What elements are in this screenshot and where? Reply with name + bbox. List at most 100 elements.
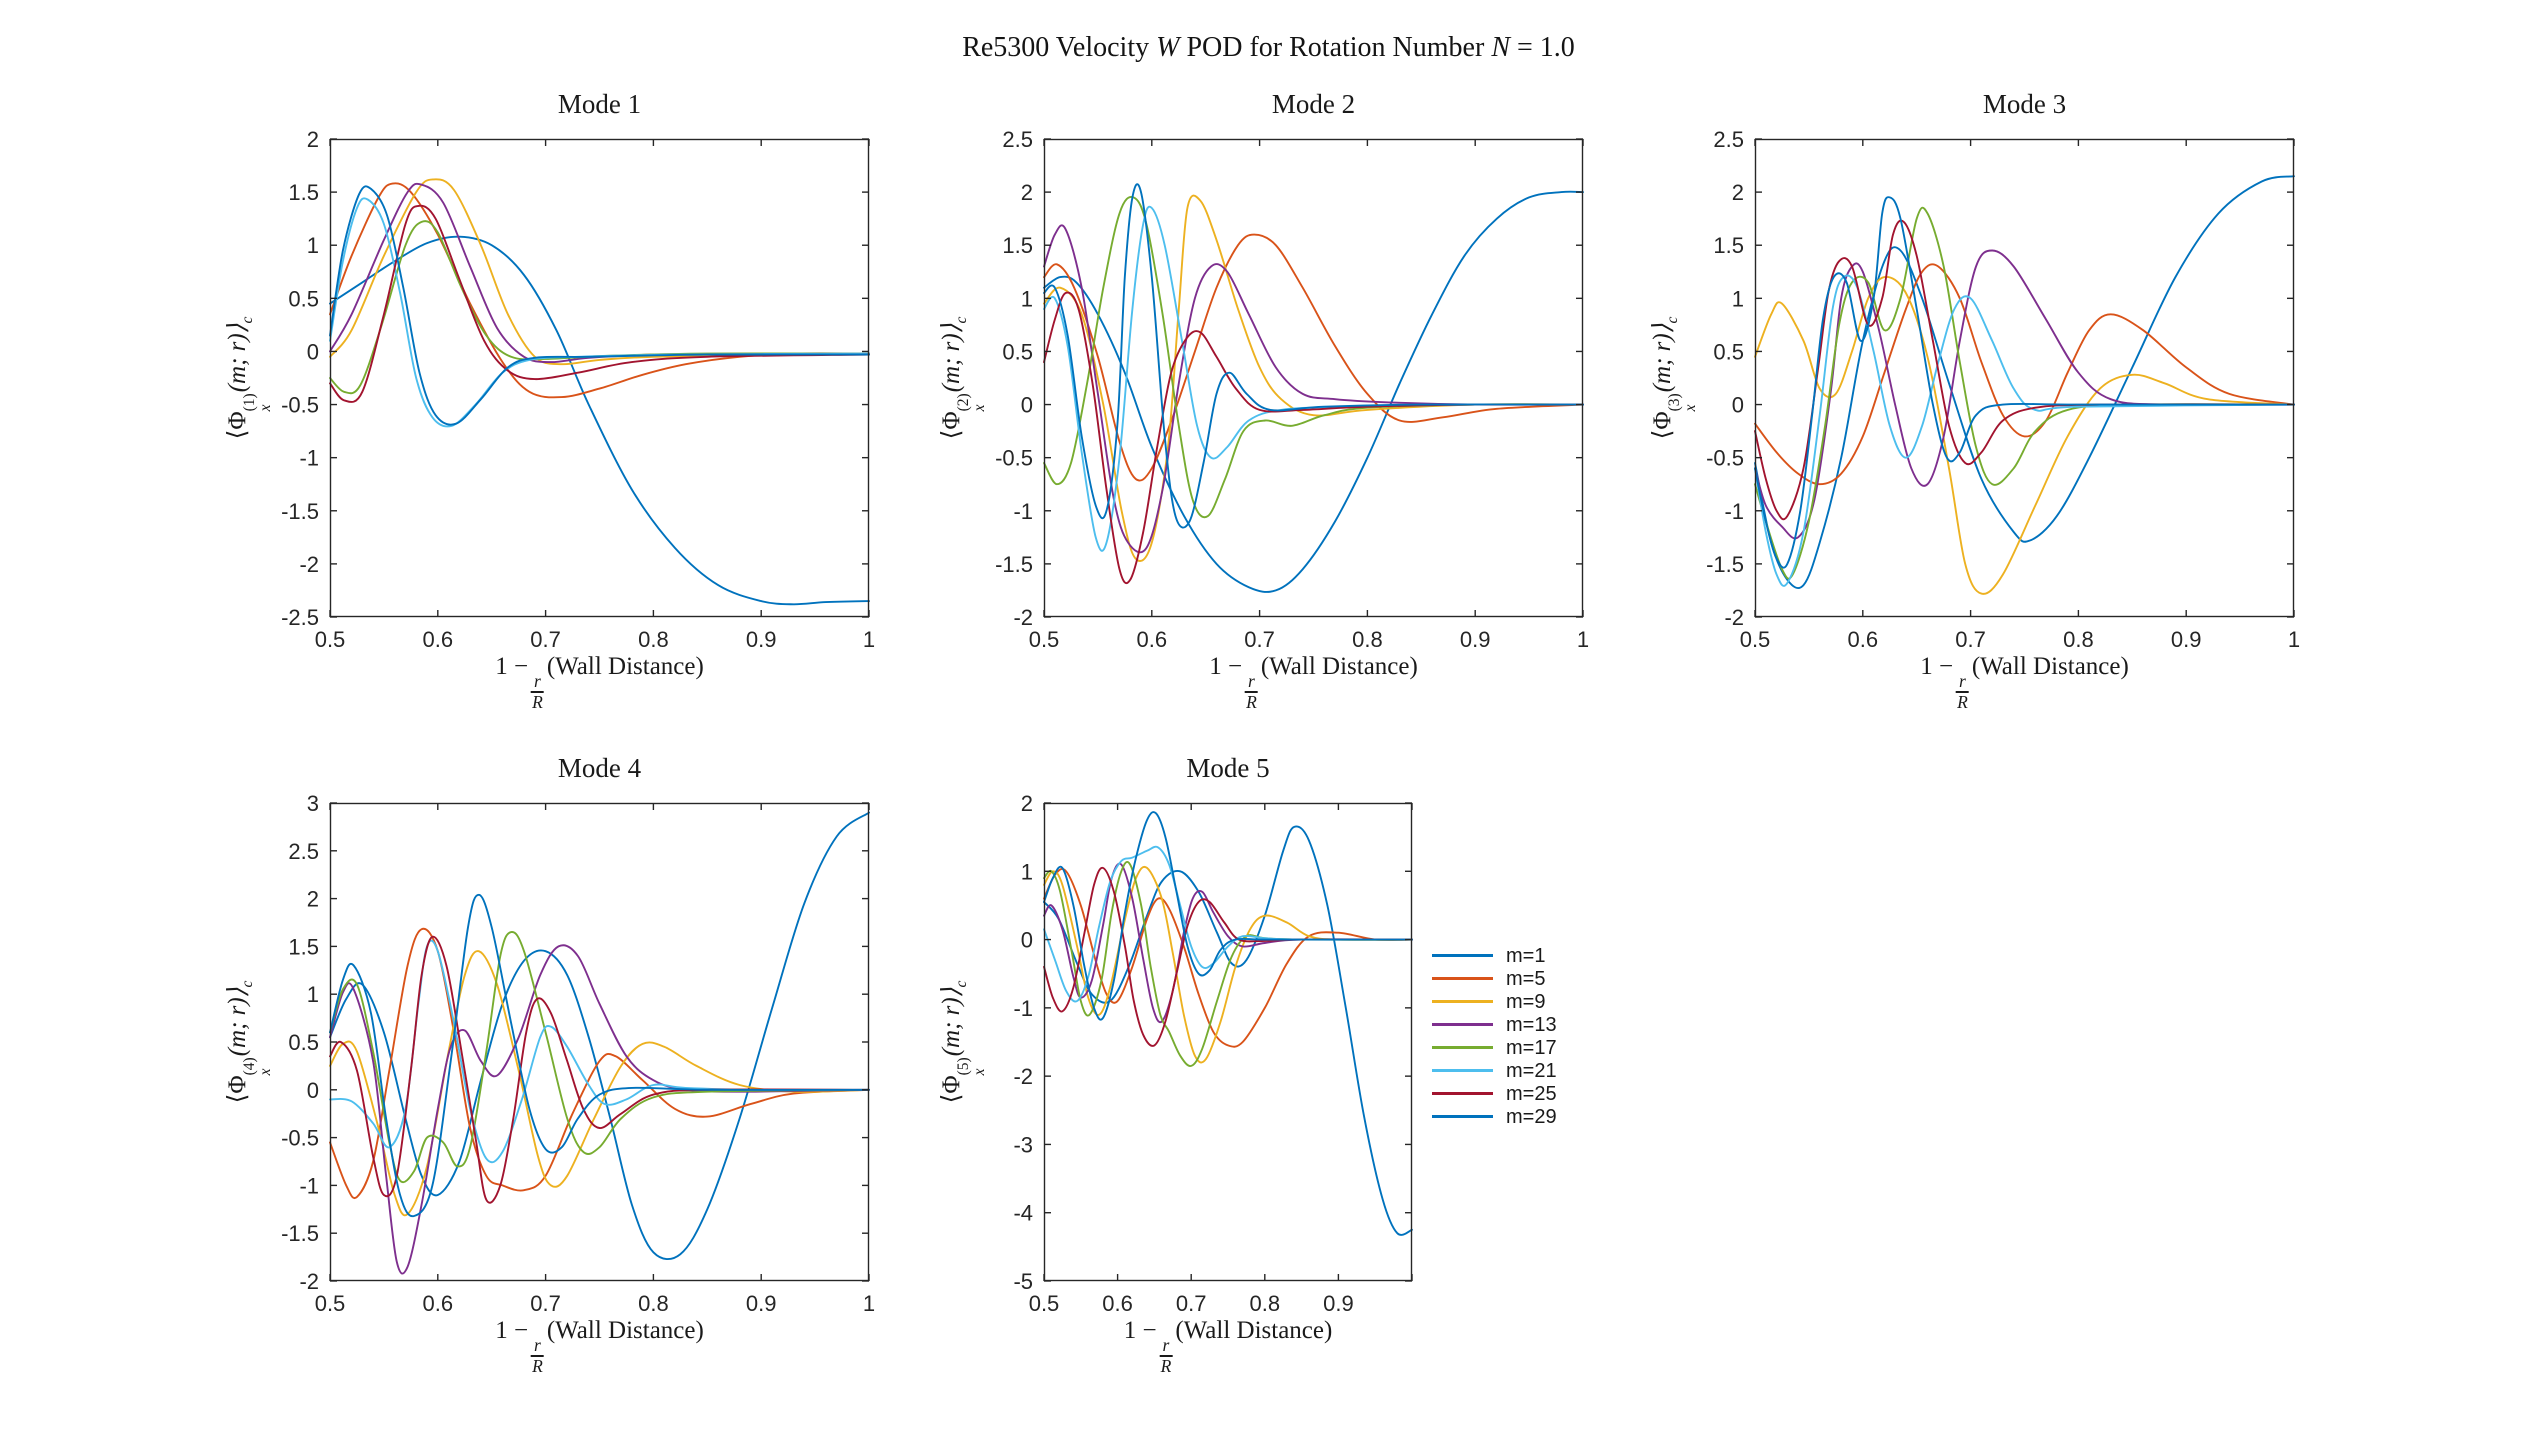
legend-line-swatch xyxy=(1432,1115,1493,1118)
y-tick-label: 0.5 xyxy=(1002,339,1033,364)
x-tick-label: 0.5 xyxy=(315,627,346,652)
x-tick-label: 0.8 xyxy=(638,1291,669,1316)
y-tick-label: -1.5 xyxy=(995,552,1033,577)
y-tick-label: 2 xyxy=(307,127,319,152)
x-tick-label: 0.6 xyxy=(423,1291,454,1316)
x-tick-label: 0.8 xyxy=(1352,627,1383,652)
curve-m=1 xyxy=(329,235,870,606)
curve-m=25 xyxy=(329,935,870,1204)
curve-m=9 xyxy=(1754,276,2295,595)
curve-m=25 xyxy=(1043,291,1584,585)
curve-m=13 xyxy=(1754,249,2295,540)
x-tick-label: 0.9 xyxy=(1323,1291,1354,1316)
curve-m=29 xyxy=(1754,196,2295,569)
x-tick-label: 0.9 xyxy=(2171,627,2202,652)
y-tick-label: 1.5 xyxy=(288,180,319,205)
legend-line-swatch xyxy=(1432,977,1493,980)
legend-label: m=25 xyxy=(1506,1082,1557,1105)
y-tick-label: -0.5 xyxy=(1706,446,1744,471)
subplot-mode-2: Mode 2 ⟨Φ (2) x (m; r)⟩c 0.5 0.6 0.7 0.8 0.9 1 2.… xyxy=(938,89,1589,711)
y-tick-label: -1 xyxy=(1013,996,1033,1021)
legend-label: m=5 xyxy=(1506,967,1546,990)
x-axis-label: 1 − r R (Wall Distance) xyxy=(495,653,704,713)
y-tick-label: -1 xyxy=(1724,499,1744,524)
subplot-title: Mode 4 xyxy=(557,753,642,783)
x-tick-label: 0.9 xyxy=(1460,627,1491,652)
y-tick-label: 2 xyxy=(1021,791,1033,816)
y-axis-label: ⟨Φ (2) x (m; r)⟩c xyxy=(937,316,988,440)
legend-entry-m=13: m=13 xyxy=(1432,1013,1557,1036)
y-tick-label: 2 xyxy=(1021,180,1033,205)
y-tick-label: -1.5 xyxy=(1706,552,1744,577)
y-tick-label: 2 xyxy=(307,887,319,912)
y-tick-label: 1.5 xyxy=(1002,233,1033,258)
legend-line-swatch xyxy=(1432,1069,1493,1072)
y-tick-label: -1.5 xyxy=(281,499,319,524)
x-tick-label: 0.5 xyxy=(1029,1291,1060,1316)
legend-line-swatch xyxy=(1432,1092,1493,1095)
subplot-mode-5: Mode 5 ⟨Φ (5) x (m; r)⟩c 0.5 0.6 0.7 0.8 0.9 2 1 0… xyxy=(938,753,1413,1375)
legend-label: m=21 xyxy=(1506,1059,1557,1082)
subplot-title: Mode 1 xyxy=(557,89,642,119)
plot-legend: m=1 m=5 m=9 m=13 m=17 m=21 m=25 m=29 xyxy=(1432,944,1557,1128)
y-axis-label: ⟨Φ (4) x (m; r)⟩c xyxy=(223,980,274,1104)
legend-entry-m=1: m=1 xyxy=(1432,944,1557,967)
curve-m=25 xyxy=(1754,219,2295,521)
curve-m=17 xyxy=(329,931,870,1184)
curve-m=5 xyxy=(329,182,870,399)
y-tick-label: 1 xyxy=(1021,859,1033,884)
x-tick-label: 0.7 xyxy=(1244,627,1275,652)
x-axis-label: 1 − r R (Wall Distance) xyxy=(495,1317,704,1377)
curve-m=5 xyxy=(1754,263,2295,486)
x-tick-label: 0.8 xyxy=(1250,1291,1281,1316)
x-tick-label: 0.7 xyxy=(1955,627,1986,652)
y-tick-label: -2 xyxy=(299,552,319,577)
curve-m=25 xyxy=(329,204,870,403)
subplot-title: Mode 2 xyxy=(1271,89,1356,119)
y-tick-label: -0.5 xyxy=(281,1126,319,1151)
axes-box xyxy=(329,138,870,618)
x-tick-label: 0.6 xyxy=(1137,627,1168,652)
curve-m=21 xyxy=(1043,205,1584,552)
y-tick-label: 2.5 xyxy=(1713,127,1744,152)
curve-m=1 xyxy=(329,811,870,1261)
x-tick-label: 0.5 xyxy=(315,1291,346,1316)
y-tick-label: 1.5 xyxy=(288,934,319,959)
y-tick-label: -1 xyxy=(299,1173,319,1198)
y-tick-label: -1 xyxy=(1013,499,1033,524)
y-tick-label: 3 xyxy=(307,791,319,816)
curve-m=9 xyxy=(1043,194,1584,562)
y-tick-label: -2 xyxy=(299,1269,319,1294)
x-tick-label: 1 xyxy=(1577,627,1589,652)
y-tick-label: 1 xyxy=(1732,286,1744,311)
x-tick-label: 0.7 xyxy=(530,1291,561,1316)
subplot-mode-4: Mode 4 ⟨Φ (4) x (m; r)⟩c 0.5 0.6 0.7 0.8 0.9 1 3 2… xyxy=(224,753,875,1375)
x-tick-label: 0.8 xyxy=(2063,627,2094,652)
curve-m=21 xyxy=(329,939,870,1164)
curve-m=29 xyxy=(1043,811,1413,1021)
x-axis-label: 1 − r R (Wall Distance) xyxy=(1209,653,1418,713)
axes-box xyxy=(1754,138,2295,618)
y-tick-label: -0.5 xyxy=(281,393,319,418)
x-tick-label: 0.5 xyxy=(1029,627,1060,652)
y-axis-label: ⟨Φ (5) x (m; r)⟩c xyxy=(937,980,988,1104)
x-tick-label: 0.8 xyxy=(638,627,669,652)
y-tick-label: 1.5 xyxy=(1713,233,1744,258)
y-tick-label: -2.5 xyxy=(281,605,319,630)
subplot-title: Mode 5 xyxy=(1186,753,1270,783)
legend-label: m=1 xyxy=(1506,944,1546,967)
y-tick-label: -2 xyxy=(1724,605,1744,630)
legend-entry-m=17: m=17 xyxy=(1432,1036,1557,1059)
curve-m=1 xyxy=(1043,190,1584,593)
x-tick-label: 0.9 xyxy=(746,627,777,652)
curve-m=5 xyxy=(329,927,870,1200)
curve-m=29 xyxy=(329,893,870,1218)
x-tick-label: 1 xyxy=(863,1291,875,1316)
y-tick-label: 1 xyxy=(307,233,319,258)
plot-canvas: 0.5 0.6 0.7 0.8 0.9 1 2.5 2 1.5 1 0.5 0 -0.5 -1 -1.5 -2 xyxy=(995,127,1589,652)
y-axis-label: ⟨Φ (1) x (m; r)⟩c xyxy=(223,316,274,440)
subplot-mode-3: Mode 3 ⟨Φ (3) x (m; r)⟩c 0.5 0.6 0.7 0.8 0.9 1 2.… xyxy=(1649,89,2300,711)
x-tick-label: 0.6 xyxy=(1848,627,1879,652)
curve-m=9 xyxy=(329,950,870,1217)
subplot-title: Mode 3 xyxy=(1982,89,2067,119)
